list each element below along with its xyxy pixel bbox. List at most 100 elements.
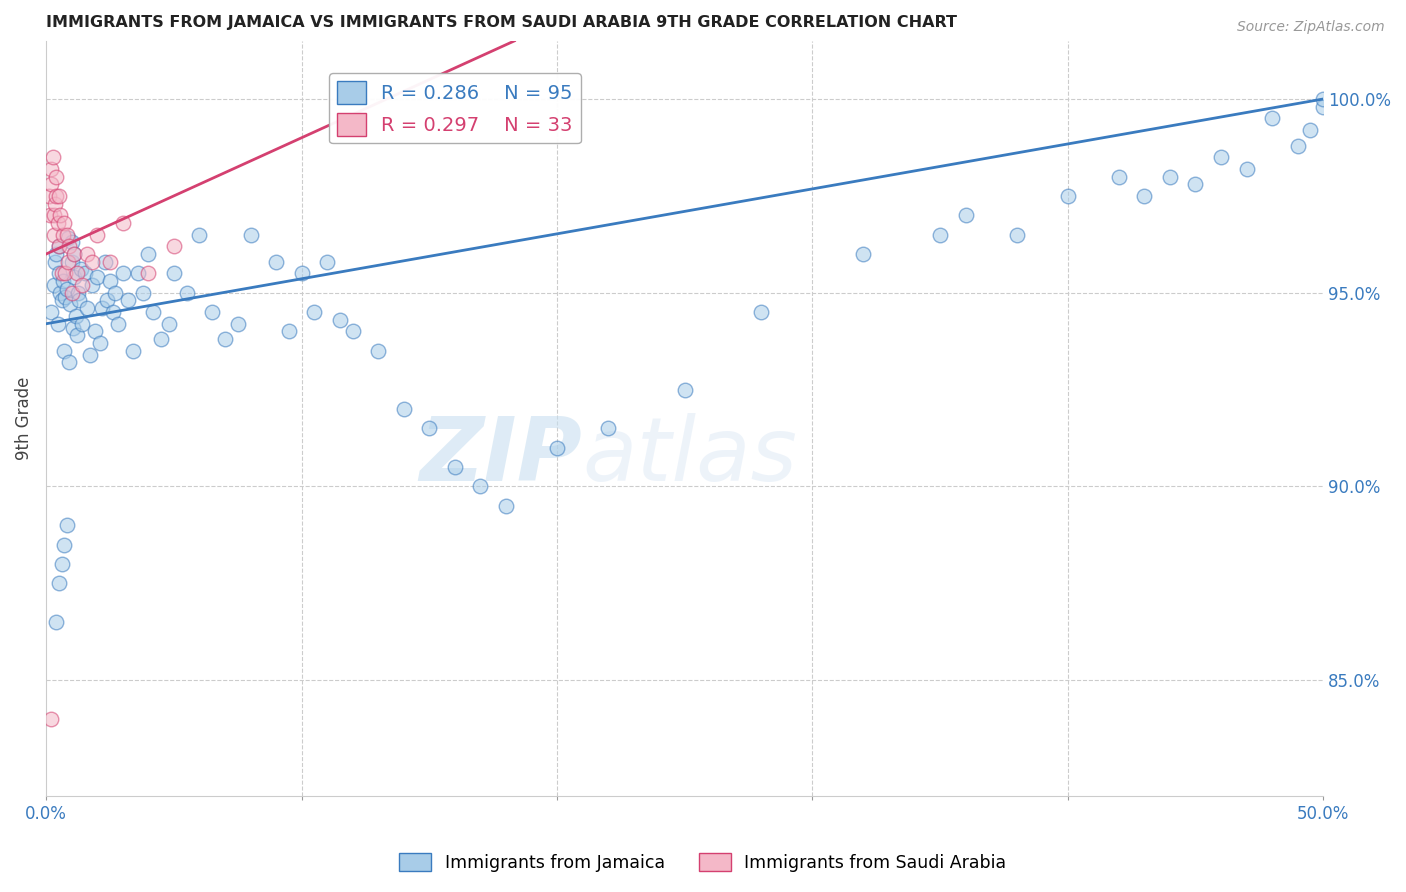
Point xyxy=(58,239,80,253)
Point xyxy=(42,277,65,292)
Point xyxy=(56,254,79,268)
Point xyxy=(201,305,224,319)
Point xyxy=(52,274,75,288)
Point xyxy=(94,254,117,268)
Point xyxy=(955,208,977,222)
Point xyxy=(1236,161,1258,176)
Point xyxy=(45,247,67,261)
Point xyxy=(42,227,65,242)
Point xyxy=(1133,189,1156,203)
Point xyxy=(39,178,62,192)
Point xyxy=(39,208,62,222)
Point xyxy=(329,313,352,327)
Text: atlas: atlas xyxy=(582,414,797,500)
Point xyxy=(39,305,62,319)
Point xyxy=(55,227,77,242)
Point xyxy=(51,293,73,308)
Point xyxy=(58,355,80,369)
Point xyxy=(1159,169,1181,184)
Point xyxy=(53,538,76,552)
Point xyxy=(443,460,465,475)
Point xyxy=(65,309,87,323)
Point xyxy=(53,290,76,304)
Point xyxy=(60,285,83,300)
Point xyxy=(470,479,492,493)
Point xyxy=(127,266,149,280)
Point xyxy=(62,320,84,334)
Point xyxy=(82,277,104,292)
Point xyxy=(163,266,186,280)
Point xyxy=(70,317,93,331)
Point xyxy=(41,150,63,164)
Point xyxy=(852,247,875,261)
Text: ZIP: ZIP xyxy=(420,413,582,500)
Point xyxy=(392,402,415,417)
Point xyxy=(63,247,86,261)
Point xyxy=(48,576,70,591)
Point xyxy=(48,239,70,253)
Point xyxy=(1056,189,1078,203)
Point xyxy=(45,615,67,629)
Point xyxy=(214,332,236,346)
Point xyxy=(69,262,91,277)
Point xyxy=(51,266,73,280)
Point xyxy=(316,254,339,268)
Point xyxy=(1209,150,1232,164)
Point xyxy=(63,270,86,285)
Point xyxy=(76,301,98,316)
Point xyxy=(98,274,121,288)
Text: Source: ZipAtlas.com: Source: ZipAtlas.com xyxy=(1237,20,1385,34)
Point xyxy=(304,305,326,319)
Point xyxy=(1312,100,1334,114)
Point xyxy=(86,270,108,285)
Point xyxy=(111,216,134,230)
Point xyxy=(53,216,76,230)
Point xyxy=(138,247,160,261)
Legend: R = 0.286    N = 95, R = 0.297    N = 33: R = 0.286 N = 95, R = 0.297 N = 33 xyxy=(329,73,581,144)
Point xyxy=(98,254,121,268)
Point xyxy=(55,518,77,533)
Point xyxy=(44,254,66,268)
Point xyxy=(367,343,389,358)
Point xyxy=(117,293,139,308)
Point xyxy=(49,285,72,300)
Point xyxy=(60,235,83,250)
Legend: Immigrants from Jamaica, Immigrants from Saudi Arabia: Immigrants from Jamaica, Immigrants from… xyxy=(392,847,1014,879)
Point xyxy=(277,325,299,339)
Point xyxy=(52,227,75,242)
Point xyxy=(132,285,155,300)
Point xyxy=(264,254,287,268)
Point xyxy=(122,343,145,358)
Point xyxy=(929,227,952,242)
Point xyxy=(596,421,619,435)
Point xyxy=(96,293,118,308)
Point xyxy=(70,277,93,292)
Point xyxy=(67,293,90,308)
Point xyxy=(89,336,111,351)
Point xyxy=(101,305,124,319)
Point xyxy=(38,189,60,203)
Point xyxy=(46,317,69,331)
Point xyxy=(63,247,86,261)
Point xyxy=(53,266,76,280)
Point xyxy=(56,231,79,245)
Point xyxy=(142,305,165,319)
Point xyxy=(111,266,134,280)
Point xyxy=(1261,112,1284,126)
Point xyxy=(44,196,66,211)
Point xyxy=(239,227,262,242)
Point xyxy=(673,383,696,397)
Point xyxy=(83,325,105,339)
Point xyxy=(157,317,180,331)
Point xyxy=(49,208,72,222)
Point xyxy=(1286,138,1309,153)
Point xyxy=(76,247,98,261)
Point xyxy=(495,499,517,513)
Y-axis label: 9th Grade: 9th Grade xyxy=(15,377,32,460)
Point xyxy=(91,301,114,316)
Point xyxy=(66,266,89,280)
Point xyxy=(749,305,772,319)
Point xyxy=(418,421,440,435)
Point xyxy=(39,712,62,726)
Point xyxy=(342,325,364,339)
